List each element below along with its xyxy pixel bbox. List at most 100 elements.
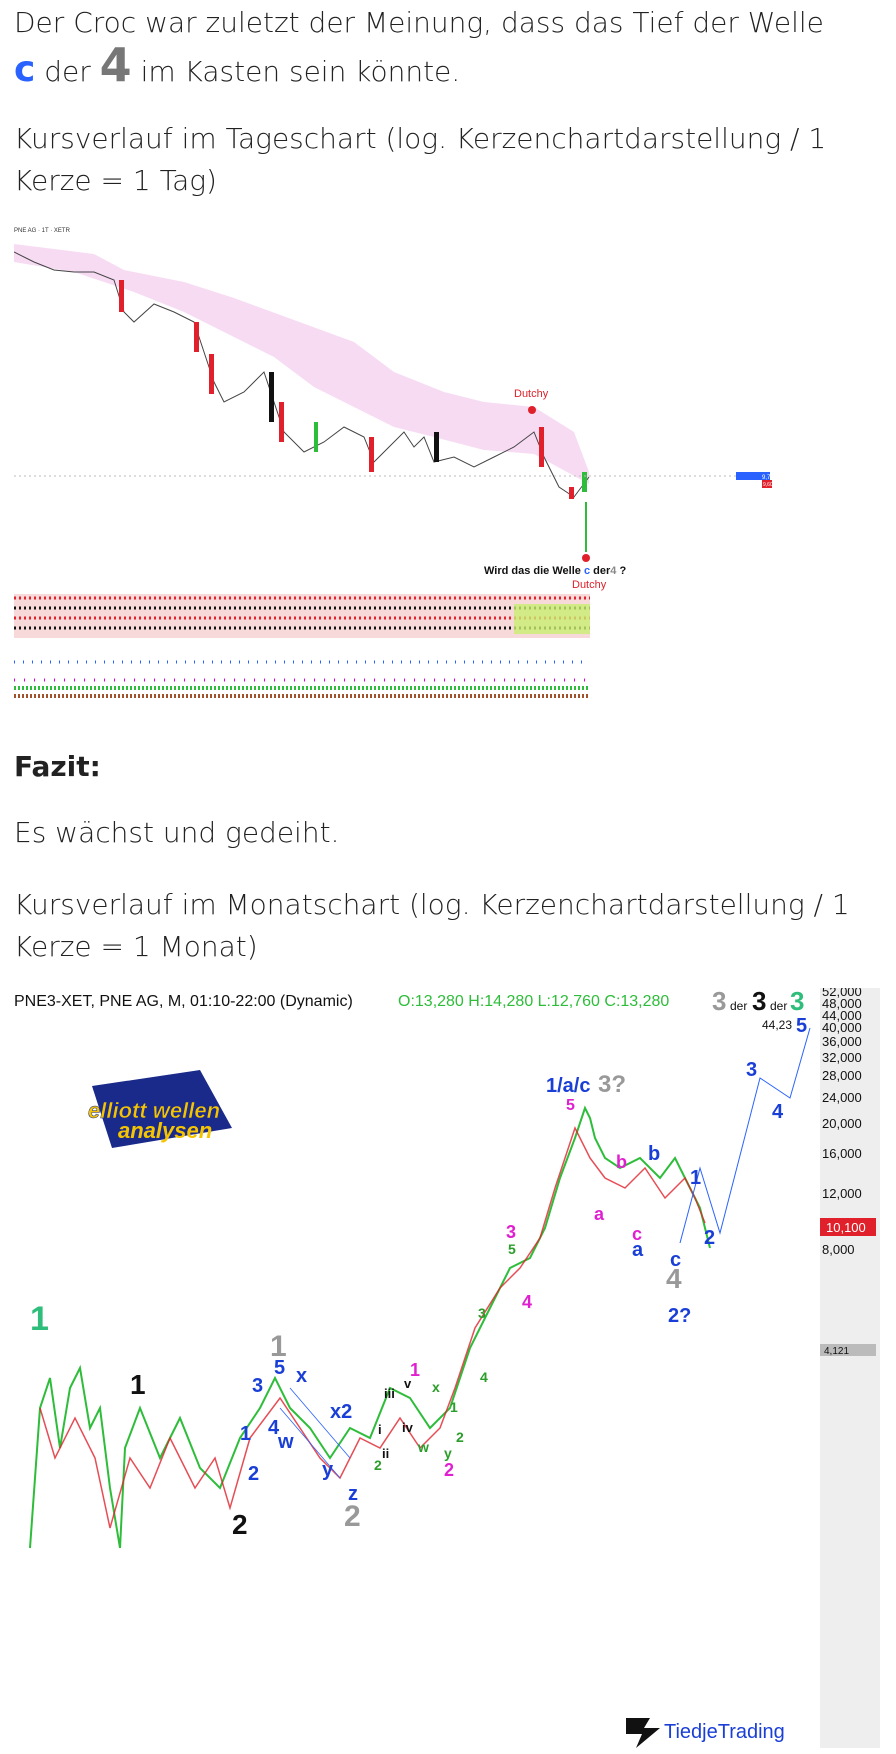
wave-4-blue: 4: [268, 1417, 280, 1439]
wave-3q-grey: 3?: [598, 1071, 626, 1098]
target-wave: 5: [796, 1015, 807, 1037]
wave-v: v: [404, 1376, 412, 1391]
intro-rest: im Kasten sein könnte.: [131, 55, 461, 88]
wave-2-grey: 2: [344, 1500, 361, 1533]
wave-1-magenta: 1: [410, 1360, 420, 1380]
daily-indicator-panel: [14, 594, 590, 698]
intro-paragraph: Der Croc war zuletzt der Meinung, dass d…: [14, 2, 874, 93]
legend-3b: 3: [752, 988, 766, 1016]
daily-heading-line1: Kursverlauf im Tageschart (log. Kerzench…: [14, 122, 827, 155]
y-tick-label: 8,000: [822, 1242, 855, 1257]
ichimoku-cloud: [14, 244, 589, 484]
forecast-wave-3: 3: [746, 1059, 757, 1081]
monthly-heading: Kursverlauf im Monatschart (log. Kerzenc…: [14, 884, 874, 968]
daily-price-tag2: 9,60: [763, 482, 773, 488]
price-label-bg: [820, 1218, 876, 1236]
forecast-path: [679, 1027, 811, 1244]
wave-2q-blue: 2?: [668, 1305, 691, 1327]
wave-1-green-small: 1: [450, 1399, 458, 1415]
wave-4-label: 4: [99, 38, 132, 92]
logo-line2: analysen: [118, 1118, 212, 1143]
y-tick-label: 20,000: [822, 1116, 862, 1131]
low-label: 4,121: [824, 1346, 849, 1357]
y-tick-label: 32,000: [822, 1050, 862, 1065]
target-value: 44,23: [762, 1018, 792, 1032]
y-tick-label: 16,000: [822, 1146, 862, 1161]
monthly-chart-header: PNE3-XET, PNE AG, M, 01:10-22:00 (Dynami…: [14, 993, 353, 1010]
monthly-price-axis: [820, 988, 880, 1748]
monthly-chart: PNE3-XET, PNE AG, M, 01:10-22:00 (Dynami…: [0, 988, 880, 1748]
wave-2-green-b: 2: [374, 1457, 382, 1473]
wave-1-black: 1: [130, 1369, 146, 1400]
tiedje-brand: TiedjeTrading: [626, 1718, 785, 1748]
wave-c-blue: c: [670, 1249, 681, 1271]
daily-price-tag-bg: [736, 472, 770, 480]
wave-ii: ii: [382, 1446, 389, 1461]
elliott-wellen-logo: elliott wellen analysen: [88, 1070, 232, 1148]
wave-3-magenta: 3: [506, 1222, 516, 1242]
wave-4-grey: 4: [666, 1263, 682, 1294]
forecast-wave-1: 1: [690, 1167, 701, 1189]
daily-price-tag2-bg: [762, 480, 772, 488]
wave-labels: 1 1 2 1 2 5 3 4 1 2 x x2 w y z 1/a/c 3? …: [30, 1059, 784, 1540]
wave-i: i: [378, 1422, 382, 1437]
wave-x-green: x: [432, 1379, 440, 1395]
wave-a-magenta: a: [594, 1204, 605, 1224]
y-tick-label: 52,000: [822, 988, 862, 999]
wave-5-magenta: 5: [566, 1097, 575, 1114]
wave-w-green: w: [417, 1439, 429, 1455]
dutchy-top-label: Dutchy: [514, 388, 549, 400]
wave-1-blue: 1: [240, 1423, 251, 1445]
wave-2-green-small: 2: [456, 1429, 464, 1445]
monthly-heading-line1: Kursverlauf im Monatschart (log. Kerzenc…: [14, 888, 850, 921]
y-tick-label: 24,000: [822, 1090, 862, 1105]
daily-heading: Kursverlauf im Tageschart (log. Kerzench…: [14, 118, 874, 202]
wave-z-blue: z: [348, 1483, 358, 1505]
daily-price-tag: 9,70: [762, 475, 774, 481]
forecast-wave-2: 2: [704, 1227, 715, 1249]
daily-chart: PNE AG · 1T · XETR Dutchy Wird das die W…: [14, 222, 786, 704]
y-tick-label: 12,000: [822, 1186, 862, 1201]
monthly-price-path-red: [39, 1126, 706, 1529]
wave-y-blue: y: [322, 1459, 334, 1481]
wave-2-black: 2: [232, 1509, 248, 1540]
wave-a-blue: a: [632, 1239, 644, 1261]
wave-3-blue: 3: [252, 1375, 263, 1397]
y-tick-label: 44,000: [822, 1008, 862, 1023]
monthly-ohlc: O:13,280 H:14,280 L:12,760 C:13,280: [398, 993, 669, 1010]
intro-der: der: [35, 55, 100, 88]
low-label-bg: [820, 1344, 876, 1356]
wave-4-magenta: 4: [522, 1292, 532, 1312]
wave-2-blue: 2: [248, 1463, 259, 1485]
wave-b-blue: b: [648, 1143, 660, 1165]
legend-der2: der: [770, 999, 787, 1013]
dutchy-bottom-label: Dutchy: [572, 579, 607, 591]
wave-4-green: 4: [480, 1369, 488, 1385]
channel-line1: [289, 1387, 351, 1459]
legend-3a: 3: [712, 988, 726, 1016]
monthly-price-path: [29, 1105, 711, 1549]
wave-1-grey: 1: [270, 1330, 287, 1363]
monthly-heading-line2: Kerze = 1 Monat): [14, 930, 258, 963]
wave-b-magenta: b: [616, 1152, 627, 1172]
daily-candles: [119, 280, 587, 552]
wave-3-green: 3: [478, 1305, 486, 1321]
wave-1-green: 1: [30, 1300, 49, 1338]
wave-y-green: y: [444, 1445, 452, 1461]
daily-heading-line2: Kerze = 1 Tag): [14, 164, 217, 197]
wave-x-blue: x: [296, 1365, 307, 1387]
y-tick-label: 40,000: [822, 1020, 862, 1035]
wave-x2-blue: x2: [330, 1401, 352, 1423]
wave-5-blue: 5: [274, 1357, 285, 1379]
dutchy-bottom-marker: [582, 554, 590, 562]
price-label: 10,100: [826, 1220, 866, 1235]
intro-line1: Der Croc war zuletzt der Meinung, dass d…: [14, 6, 824, 39]
wave-w-blue: w: [277, 1431, 294, 1453]
fazit-label: Fazit:: [14, 750, 101, 783]
y-tick-label: 36,000: [822, 1034, 862, 1049]
forecast-wave-4: 4: [772, 1101, 784, 1123]
logo-line1: elliott wellen: [88, 1098, 220, 1123]
legend-der1: der: [730, 999, 747, 1013]
wave-5-green: 5: [508, 1241, 516, 1257]
